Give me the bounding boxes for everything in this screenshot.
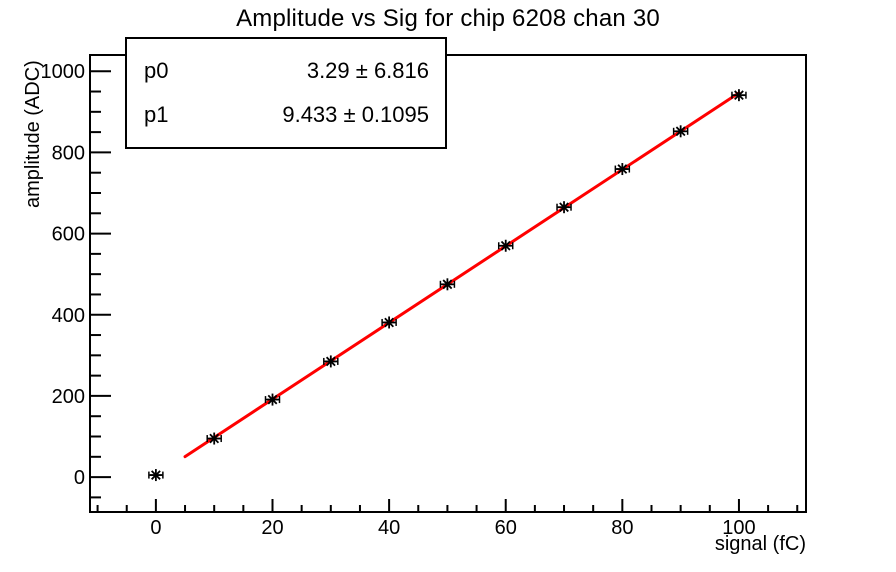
asterisk-marker: [734, 90, 744, 101]
x-tick-label: 60: [495, 517, 517, 539]
fit-stats-box: p0 3.29 ± 6.816 p1 9.433 ± 0.1095: [125, 37, 447, 149]
asterisk-marker: [325, 356, 336, 367]
data-points: [148, 89, 747, 482]
data-point: [381, 316, 397, 329]
data-point: [497, 239, 514, 252]
data-point: [556, 201, 572, 214]
chart-title: Amplitude vs Sig for chip 6208 chan 30: [236, 5, 660, 32]
fit-param-row-p1: p1 9.433 ± 0.1095: [127, 102, 445, 128]
x-tick-label: 0: [150, 517, 161, 539]
data-point: [672, 125, 689, 138]
y-axis: 0 200 400 600 800 1000: [41, 61, 111, 499]
data-point: [264, 393, 281, 406]
data-point: [323, 355, 339, 368]
fit-param-row-p0: p0 3.29 ± 6.816: [127, 58, 445, 84]
y-axis-title: amplitude (ADC): [22, 60, 44, 208]
fit-line: [183, 91, 741, 459]
fit-param-name-p1: p1: [144, 101, 169, 127]
data-point: [439, 278, 456, 291]
y-tick-label: 0: [74, 467, 85, 489]
x-tick-label: 100: [722, 517, 755, 539]
fit-line-segment: [183, 91, 741, 459]
x-tick-label: 80: [611, 517, 633, 539]
y-tick-label: 800: [52, 142, 85, 164]
asterisk-marker: [384, 317, 394, 328]
x-axis-title: signal (fC): [714, 533, 806, 555]
data-point: [731, 89, 747, 102]
asterisk-marker: [209, 433, 220, 444]
asterisk-marker: [617, 164, 628, 174]
y-tick-label: 600: [52, 224, 85, 246]
x-axis: 0 20 40 60 80 100: [96, 499, 799, 539]
data-point: [614, 163, 631, 176]
x-tick-label: 40: [378, 517, 400, 539]
asterisk-marker: [151, 470, 161, 480]
x-tick-label: 20: [261, 517, 283, 539]
asterisk-marker: [675, 126, 686, 137]
fit-param-value-p1: 9.433 ± 0.1095: [282, 101, 429, 127]
fit-param-name-p0: p0: [144, 58, 169, 84]
asterisk-marker: [267, 394, 278, 405]
data-point: [148, 469, 164, 482]
y-tick-label: 200: [52, 386, 85, 408]
y-tick-label: 400: [52, 305, 85, 327]
asterisk-marker: [559, 202, 569, 213]
asterisk-marker: [442, 279, 453, 290]
data-point: [206, 432, 222, 445]
asterisk-marker: [500, 240, 511, 251]
y-tick-label: 1000: [41, 61, 86, 83]
fit-param-value-p0: 3.29 ± 6.816: [306, 58, 429, 84]
